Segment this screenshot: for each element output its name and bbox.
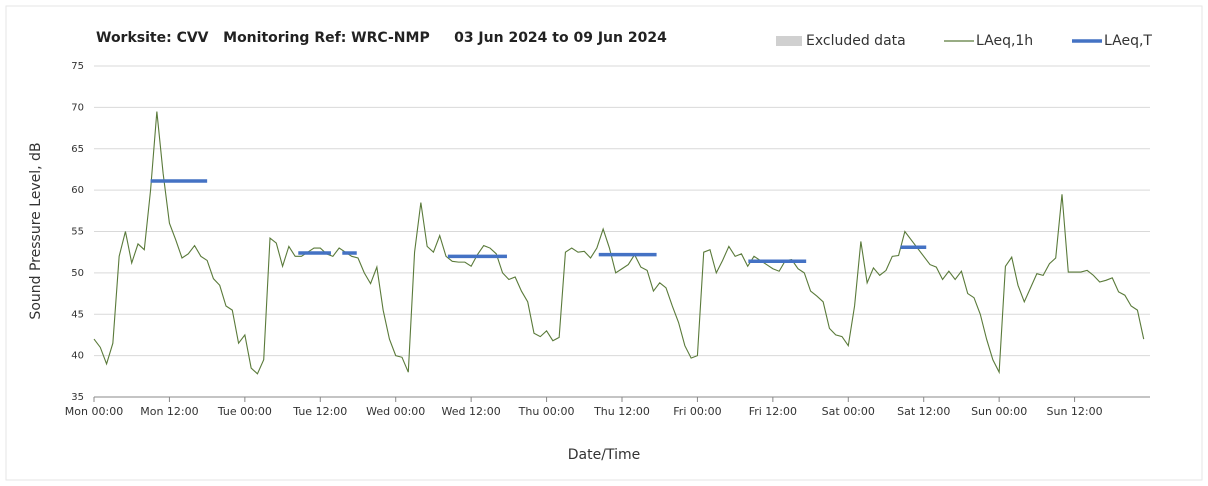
legend-swatch xyxy=(776,36,802,46)
x-tick-label: Thu 00:00 xyxy=(518,405,575,418)
y-axis-label: Sound Pressure Level, dB xyxy=(28,142,44,319)
data-line xyxy=(93,111,1145,375)
y-tick-label: 65 xyxy=(71,144,84,155)
y-tick-label: 60 xyxy=(71,185,84,196)
x-tick-label: Mon 00:00 xyxy=(65,405,123,418)
x-tick-label: Sun 12:00 xyxy=(1047,405,1103,418)
y-tick-label: 35 xyxy=(71,392,84,403)
y-tick-label: 50 xyxy=(71,268,84,279)
x-tick-label: Fri 12:00 xyxy=(749,405,797,418)
x-tick-label: Wed 12:00 xyxy=(442,405,501,418)
x-axis-label: Date/Time xyxy=(568,447,640,463)
x-tick-label: Thu 12:00 xyxy=(593,405,650,418)
x-tick-label: Tue 12:00 xyxy=(292,405,347,418)
x-tick-label: Sun 00:00 xyxy=(971,405,1027,418)
x-tick-label: Sat 12:00 xyxy=(897,405,950,418)
y-tick-label: 70 xyxy=(71,102,84,113)
legend-label: LAeq,T xyxy=(1104,33,1152,49)
y-tick-label: 45 xyxy=(71,309,84,320)
y-tick-label: 75 xyxy=(71,61,84,72)
y-tick-label: 40 xyxy=(71,351,84,362)
x-tick-label: Wed 00:00 xyxy=(366,405,425,418)
x-tick-label: Mon 12:00 xyxy=(140,405,198,418)
chart-frame xyxy=(5,5,1203,481)
legend-label: LAeq,1h xyxy=(976,33,1033,49)
y-tick-label: 55 xyxy=(71,227,84,238)
x-tick-label: Tue 00:00 xyxy=(217,405,272,418)
chart-title: Worksite: CVV Monitoring Ref: WRC-NMP 03… xyxy=(96,30,667,46)
legend-label: Excluded data xyxy=(806,33,906,49)
x-tick-label: Fri 00:00 xyxy=(673,405,721,418)
x-tick-label: Sat 00:00 xyxy=(822,405,875,418)
